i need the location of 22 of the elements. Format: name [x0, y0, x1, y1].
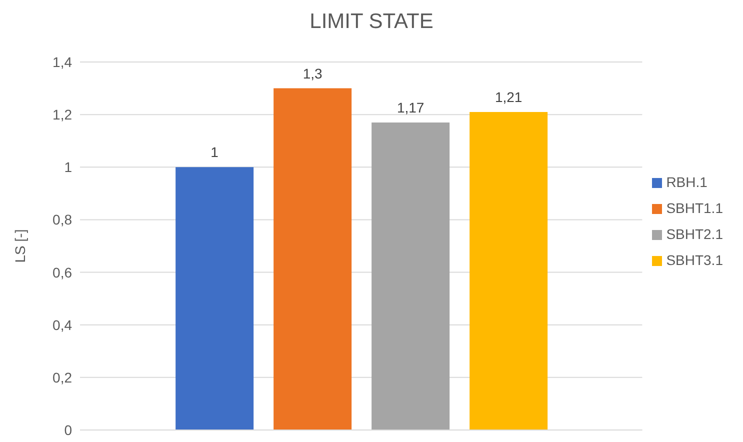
legend-label: SBHT1.1	[666, 200, 723, 216]
y-tick-label: 1	[64, 159, 72, 176]
y-tick-label: 0,8	[52, 212, 72, 228]
y-axis-title: LS [-]	[12, 229, 28, 263]
bar	[274, 88, 352, 430]
chart-title: LIMIT STATE	[308, 10, 434, 34]
y-tick-label: 0,4	[52, 316, 72, 333]
bar	[372, 122, 450, 430]
data-label: 1,17	[396, 99, 424, 116]
data-label: 1,3	[302, 65, 323, 82]
data-label: 1,21	[494, 88, 522, 105]
y-tick-label: 1,4	[52, 54, 72, 70]
y-tick-label: 1,2	[52, 106, 72, 123]
bar	[176, 167, 254, 430]
bar	[470, 112, 548, 430]
legend-label: SBHT2.1	[666, 226, 723, 242]
legend-label: RBH.1	[666, 174, 708, 190]
y-tick-label: 0,6	[52, 264, 72, 280]
data-label: 1	[210, 144, 219, 160]
y-tick-label: 0	[64, 422, 72, 438]
y-tick-label: 0,2	[52, 369, 72, 386]
legend-label: SBHT3.1	[666, 252, 723, 268]
